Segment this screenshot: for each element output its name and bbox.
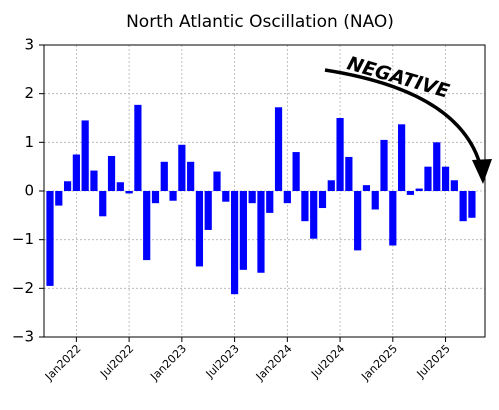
bar <box>178 144 186 191</box>
bar <box>389 191 397 246</box>
y-tick-label: 1 <box>24 133 34 151</box>
bar <box>380 139 388 191</box>
bar <box>169 191 177 201</box>
bar <box>239 191 247 270</box>
bar <box>134 104 142 191</box>
bar <box>125 191 133 194</box>
bar <box>362 185 371 191</box>
bar <box>55 191 63 206</box>
annotation-arrow <box>324 68 484 173</box>
bar <box>81 120 89 191</box>
bar <box>292 152 300 191</box>
bar <box>441 166 450 191</box>
bar <box>151 191 160 204</box>
bar <box>318 191 327 209</box>
bar <box>213 171 221 191</box>
bar <box>468 191 476 218</box>
y-tick-label: −1 <box>12 230 34 248</box>
bar <box>195 191 204 267</box>
bar <box>371 191 379 210</box>
plot-frame <box>43 44 486 338</box>
bar <box>204 191 212 230</box>
bar <box>90 170 98 191</box>
y-tick-label: 3 <box>24 36 34 54</box>
bar <box>354 191 362 251</box>
bar <box>63 181 72 191</box>
bar <box>459 191 467 222</box>
bar <box>222 191 230 202</box>
bar <box>160 161 168 191</box>
bar <box>336 118 344 191</box>
chart-title: North Atlantic Oscillation (NAO) <box>126 12 394 32</box>
bar <box>116 182 124 191</box>
bar <box>327 180 335 191</box>
bar <box>248 191 256 204</box>
bar <box>266 191 274 213</box>
bar <box>415 188 423 191</box>
bar <box>187 161 195 191</box>
bar <box>283 191 291 204</box>
y-tick-label: 2 <box>24 84 34 102</box>
y-tick-label: −3 <box>12 328 34 346</box>
bar <box>398 124 406 191</box>
bar <box>274 107 283 191</box>
bar <box>424 166 432 191</box>
bar <box>406 191 414 195</box>
bar <box>143 191 151 261</box>
arrow-head <box>472 159 492 184</box>
bar <box>99 191 107 217</box>
y-tick-label: 0 <box>24 182 34 200</box>
bar <box>310 191 318 239</box>
bar <box>450 180 458 191</box>
bar <box>433 142 441 191</box>
bar <box>46 191 54 286</box>
bar <box>230 191 239 295</box>
bar <box>72 154 80 191</box>
bar <box>301 191 309 222</box>
y-tick-label: −2 <box>12 279 34 297</box>
bar <box>257 191 265 273</box>
bar <box>107 155 116 191</box>
bar <box>345 156 353 191</box>
